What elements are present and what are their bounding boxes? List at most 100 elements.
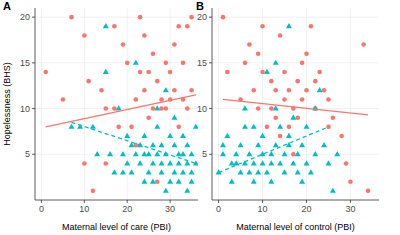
- y-tick: [32, 62, 35, 63]
- plot-area: [43, 15, 198, 193]
- figure: 01020305101520AMaternal level of care (P…: [0, 0, 400, 235]
- point: [251, 124, 257, 129]
- point: [260, 70, 265, 75]
- point: [225, 70, 230, 75]
- point: [112, 24, 117, 29]
- x-tick-label: 20: [122, 204, 132, 214]
- point: [189, 169, 195, 174]
- point: [295, 169, 301, 174]
- point: [273, 115, 278, 120]
- point: [334, 151, 340, 156]
- point: [309, 24, 314, 29]
- point: [99, 88, 104, 93]
- point: [326, 125, 331, 130]
- point: [273, 60, 279, 65]
- point: [185, 106, 190, 111]
- x-tick: [262, 200, 263, 203]
- point: [256, 51, 261, 56]
- point: [277, 124, 283, 129]
- point: [251, 88, 256, 93]
- point: [260, 160, 266, 165]
- point: [180, 169, 186, 174]
- point: [82, 33, 87, 38]
- x-tick: [218, 200, 219, 203]
- point: [181, 61, 186, 66]
- point: [176, 24, 181, 29]
- fit-line: [223, 99, 368, 115]
- y-tick-label: 5: [202, 149, 207, 159]
- grid-line: [212, 62, 379, 63]
- point: [150, 142, 156, 147]
- y-tick-label: 15: [197, 58, 207, 68]
- point: [103, 69, 109, 74]
- point: [287, 88, 292, 93]
- point: [286, 23, 292, 28]
- y-tick: [209, 62, 212, 63]
- point: [124, 160, 130, 165]
- grid-line: [35, 154, 198, 155]
- x-tick: [127, 200, 128, 203]
- point: [251, 160, 257, 165]
- point: [312, 151, 318, 156]
- point: [268, 179, 274, 184]
- point: [120, 169, 126, 174]
- point: [171, 169, 177, 174]
- x-tick: [350, 200, 351, 203]
- point: [146, 169, 152, 174]
- grid-line: [212, 17, 379, 18]
- point: [221, 15, 226, 20]
- point: [299, 179, 305, 184]
- point: [164, 106, 169, 111]
- point: [246, 169, 252, 174]
- point: [278, 33, 283, 38]
- point: [299, 142, 305, 147]
- point: [224, 133, 230, 138]
- point: [176, 179, 182, 184]
- point: [159, 169, 165, 174]
- point: [260, 24, 265, 29]
- point: [273, 142, 279, 147]
- point: [86, 79, 91, 84]
- x-axis: [35, 200, 198, 201]
- point: [273, 88, 278, 93]
- point: [278, 134, 283, 139]
- point: [91, 189, 96, 194]
- x-tick-label: 0: [39, 204, 44, 214]
- y-axis-label: Hopelessness (BHS): [2, 62, 12, 146]
- point: [282, 151, 288, 156]
- x-tick-label: 0: [216, 204, 221, 214]
- x-tick-label: 30: [345, 204, 355, 214]
- grid-line: [350, 8, 351, 200]
- y-tick: [209, 154, 212, 155]
- y-tick: [32, 17, 35, 18]
- point: [220, 142, 226, 147]
- point: [163, 87, 169, 92]
- x-tick-label: 20: [301, 204, 311, 214]
- point: [138, 15, 143, 20]
- point: [322, 88, 327, 93]
- point: [146, 70, 151, 75]
- point: [168, 70, 173, 75]
- y-tick: [32, 108, 35, 109]
- x-axis: [212, 200, 379, 201]
- point: [331, 115, 336, 120]
- point: [268, 151, 274, 156]
- point: [295, 79, 300, 84]
- grid-line: [35, 17, 198, 18]
- y-axis: [35, 8, 36, 200]
- point: [124, 133, 130, 138]
- point: [255, 169, 261, 174]
- point: [348, 179, 353, 184]
- point: [184, 188, 190, 193]
- point: [134, 97, 139, 102]
- point: [167, 179, 173, 184]
- point: [242, 105, 248, 110]
- point: [116, 125, 121, 130]
- point: [361, 42, 366, 47]
- point: [268, 160, 274, 165]
- point: [133, 60, 139, 65]
- point: [344, 161, 349, 166]
- point: [82, 161, 87, 166]
- point: [193, 124, 198, 129]
- y-tick: [32, 154, 35, 155]
